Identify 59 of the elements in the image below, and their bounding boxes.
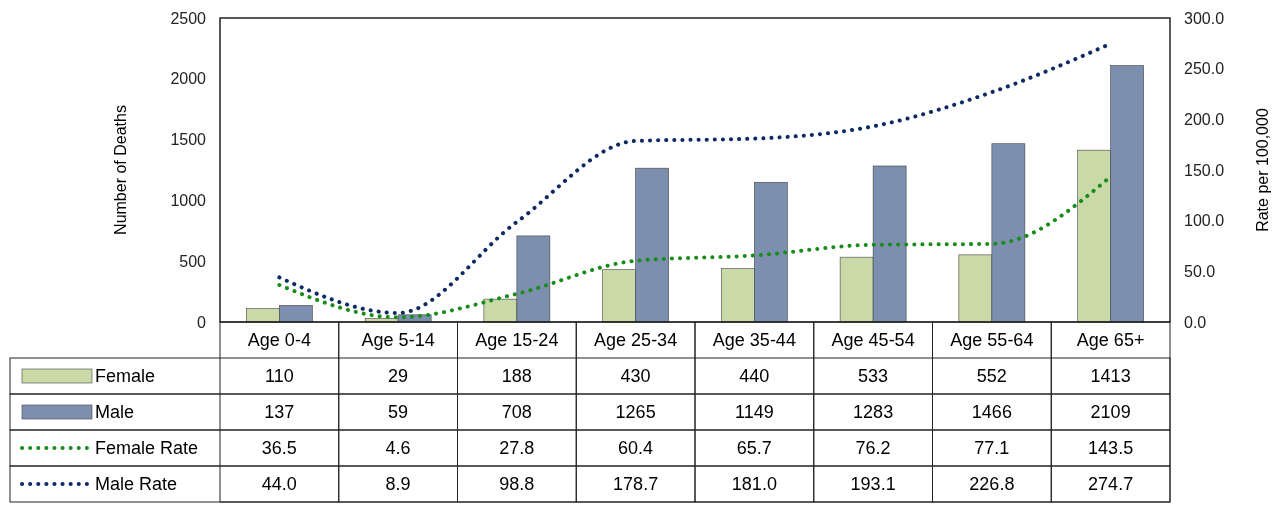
data-label: 143.5 bbox=[1088, 438, 1134, 459]
x-tick-label: Age 55-64 bbox=[950, 330, 1034, 351]
data-label: 1466 bbox=[971, 402, 1012, 423]
data-label: 181.0 bbox=[731, 474, 777, 495]
y2-tick-label: 50.0 bbox=[1184, 262, 1216, 280]
data-label: 1413 bbox=[1090, 366, 1131, 387]
legend-label: Male bbox=[95, 402, 135, 423]
y2-tick-label: 0.0 bbox=[1184, 313, 1207, 331]
y-tick-label: 0 bbox=[197, 313, 207, 331]
legend-label: Female bbox=[95, 366, 156, 387]
y2-tick-label: 250.0 bbox=[1184, 60, 1225, 78]
data-label: 76.2 bbox=[855, 438, 891, 459]
data-label: 29 bbox=[388, 366, 409, 387]
x-tick-label: Age 45-54 bbox=[831, 330, 915, 351]
x-tick-label: Age 5-14 bbox=[361, 330, 435, 351]
data-label: 60.4 bbox=[618, 438, 654, 459]
data-label: 226.8 bbox=[969, 474, 1015, 495]
y2-tick-label: 100.0 bbox=[1184, 212, 1225, 230]
y-tick-label: 500 bbox=[179, 252, 207, 270]
x-tick-label: Age 65+ bbox=[1076, 330, 1145, 351]
data-label: 8.9 bbox=[385, 474, 411, 495]
y2-tick-label: 200.0 bbox=[1184, 110, 1225, 128]
legend-label: Female Rate bbox=[95, 438, 199, 459]
data-label: 193.1 bbox=[850, 474, 896, 495]
data-label: 440 bbox=[739, 366, 770, 387]
x-tick-label: Age 15-24 bbox=[475, 330, 559, 351]
data-label: 1149 bbox=[735, 402, 774, 423]
legend-label: Male Rate bbox=[95, 474, 178, 495]
data-label: 27.8 bbox=[499, 438, 535, 459]
y2-tick-label: 150.0 bbox=[1184, 161, 1225, 179]
data-label: 2109 bbox=[1090, 402, 1131, 423]
data-label: 4.6 bbox=[385, 438, 411, 459]
data-label: 98.8 bbox=[499, 474, 535, 495]
data-label: 65.7 bbox=[736, 438, 772, 459]
data-label: 1265 bbox=[615, 402, 656, 423]
x-tick-label: Age 35-44 bbox=[712, 330, 796, 351]
data-label: 274.7 bbox=[1088, 474, 1134, 495]
y-tick-label: 1000 bbox=[170, 192, 207, 209]
data-label: 36.5 bbox=[261, 438, 297, 459]
data-label: 1283 bbox=[853, 402, 894, 423]
data-label: 137 bbox=[264, 402, 295, 423]
y-tick-label: 1500 bbox=[170, 131, 207, 149]
data-label: 77.1 bbox=[974, 438, 1010, 459]
data-label: 59 bbox=[388, 402, 409, 423]
data-label: 552 bbox=[976, 366, 1007, 387]
y2-tick-label: 300.0 bbox=[1184, 9, 1225, 27]
data-label: 533 bbox=[858, 366, 889, 387]
data-label: 708 bbox=[501, 402, 532, 423]
data-label: 44.0 bbox=[261, 474, 297, 495]
data-label: 110 bbox=[265, 366, 294, 387]
x-tick-label: Age 0-4 bbox=[247, 330, 311, 351]
y-axis-title: Number of Deaths bbox=[112, 105, 129, 235]
data-label: 430 bbox=[620, 366, 651, 387]
y2-axis-title: Rate per 100,000 bbox=[1254, 108, 1271, 232]
data-label: 178.7 bbox=[613, 474, 659, 495]
y-tick-label: 2000 bbox=[170, 70, 207, 88]
data-label: 188 bbox=[501, 366, 532, 387]
y-tick-label: 2500 bbox=[170, 9, 207, 27]
x-tick-label: Age 25-34 bbox=[594, 330, 678, 351]
